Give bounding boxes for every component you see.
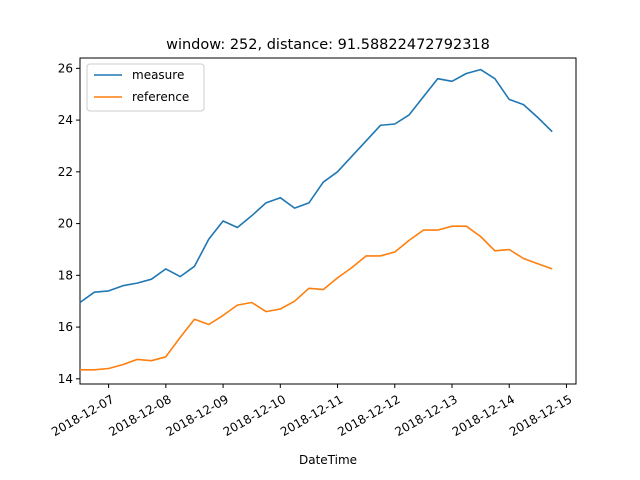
legend: measure reference: [86, 63, 205, 112]
legend-label-measure: measure: [132, 68, 184, 82]
series-line-measure: [79, 68, 553, 304]
x-axis-label: DateTime: [299, 453, 357, 467]
y-tick-label: 22: [58, 165, 73, 179]
legend-label-reference: reference: [132, 90, 189, 104]
y-axis: 14 16 18 20 22 24 26: [58, 61, 80, 386]
plot-frame: [79, 57, 577, 385]
y-tick-label: 26: [58, 61, 73, 75]
series-line-reference: [80, 225, 553, 371]
y-tick-label: 24: [58, 113, 73, 127]
series-lines: [79, 68, 553, 371]
y-tick-label: 20: [58, 217, 73, 231]
y-tick-label: 14: [58, 372, 73, 386]
y-tick-label: 16: [58, 320, 73, 334]
y-tick-label: 18: [58, 268, 73, 282]
chart-title: window: 252, distance: 91.58822472792318: [166, 37, 490, 53]
